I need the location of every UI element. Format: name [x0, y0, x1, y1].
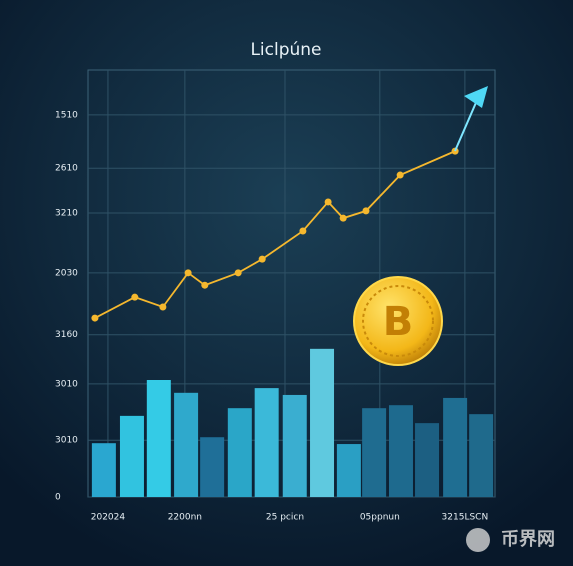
x-tick-label: 3215LSCN	[442, 513, 489, 523]
coin: B	[353, 276, 443, 366]
bar	[200, 437, 225, 497]
line-point	[201, 281, 209, 289]
trend-arrow-shaft	[454, 97, 479, 152]
plot-area: 0 3010 3010 3160 2030 3210 2610 1510 202024 2200n…	[55, 70, 495, 523]
line-point	[339, 214, 347, 222]
x-tick-label: 202024	[91, 513, 126, 523]
x-tick-label: 2200nn	[168, 513, 202, 523]
bar	[310, 348, 335, 497]
line-point	[184, 269, 192, 277]
line-point	[91, 314, 99, 322]
line-point	[362, 207, 370, 215]
chart-title: Liclpúne	[250, 40, 321, 60]
bar	[362, 408, 387, 497]
bar	[443, 397, 468, 497]
line-point	[159, 303, 167, 311]
y-tick-label: 3160	[55, 330, 78, 340]
y-tick-label: 2030	[55, 268, 78, 278]
svg-text:B: B	[383, 299, 414, 345]
y-tick-label: 3210	[55, 209, 78, 219]
y-tick-label: 0	[55, 493, 61, 503]
bar	[282, 394, 307, 497]
bar	[91, 443, 116, 497]
line-point	[299, 227, 307, 235]
trend-arrow-head	[464, 86, 488, 108]
line-point	[131, 293, 139, 301]
bar	[119, 415, 144, 497]
bar	[415, 423, 440, 497]
bar	[174, 392, 199, 497]
x-tick-label: 05ppnun	[360, 513, 400, 523]
bar	[388, 405, 413, 497]
x-tick-label: 25 pcicn	[266, 513, 304, 523]
y-tick-label: 1510	[55, 110, 78, 120]
line-point	[451, 147, 459, 155]
bar	[254, 388, 279, 497]
line-point	[324, 198, 332, 206]
bar	[227, 408, 252, 497]
y-tick-label: 2610	[55, 164, 78, 174]
line-point	[234, 269, 242, 277]
line-point	[258, 255, 266, 263]
watermark: 币界网	[466, 528, 555, 552]
line-point	[396, 171, 404, 179]
bar	[146, 380, 171, 497]
bar	[469, 414, 494, 497]
y-tick-label: 3010	[55, 379, 78, 389]
bar	[336, 444, 361, 497]
watermark-text: 币界网	[501, 529, 555, 550]
y-tick-label: 3010	[55, 436, 78, 446]
